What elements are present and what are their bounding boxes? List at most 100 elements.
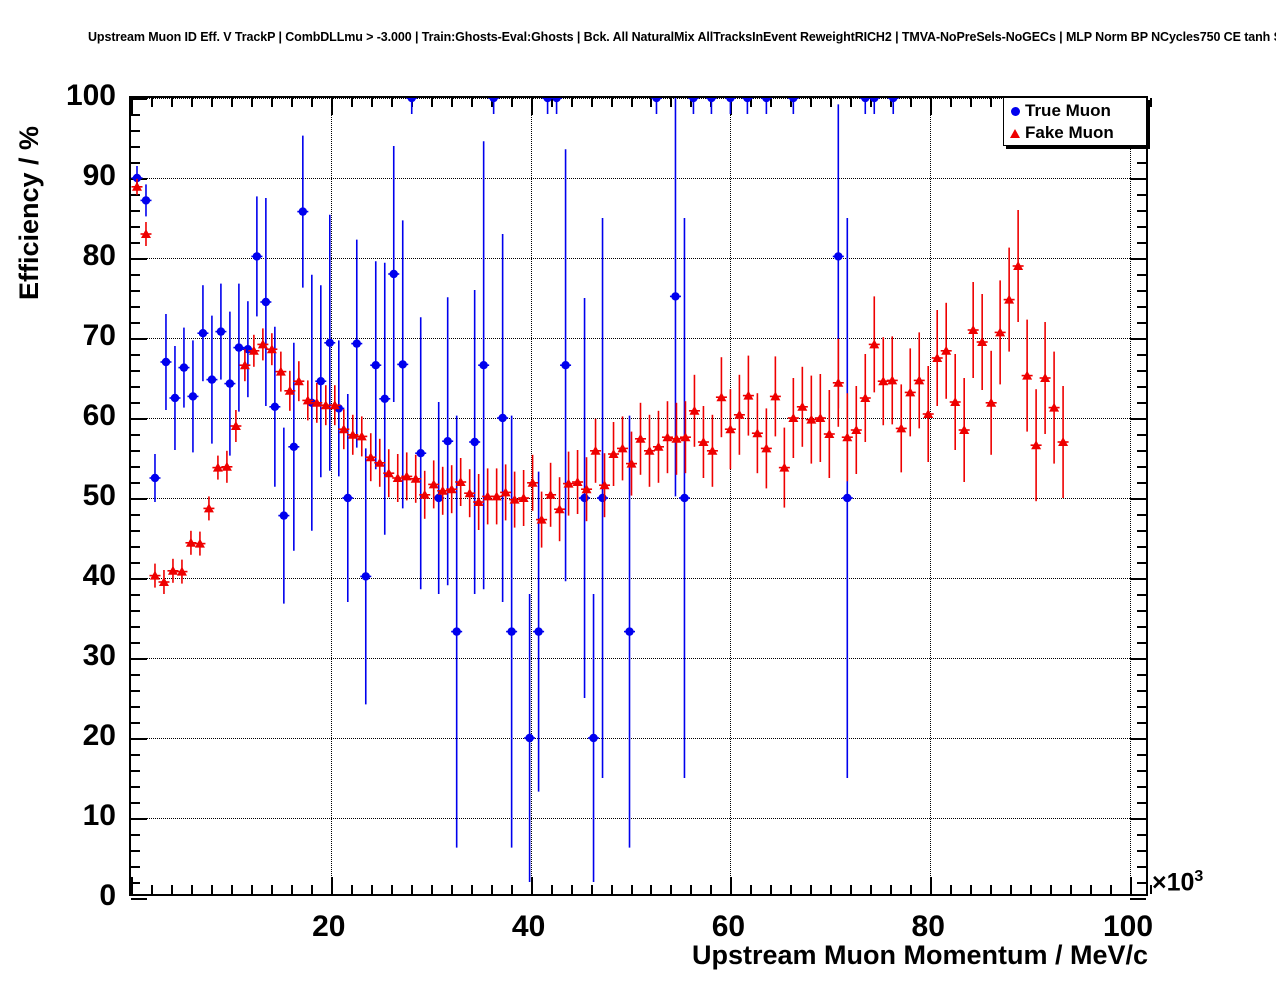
y-tick-minor-right [1137, 562, 1146, 564]
gridline-horizontal [131, 498, 1146, 499]
x-tick-minor-top [630, 98, 633, 107]
data-point-triangle [311, 397, 322, 407]
data-point-triangle [878, 376, 889, 386]
y-tick-minor-right [1137, 770, 1146, 772]
data-point-circle [216, 327, 226, 336]
data-point-triangle [860, 393, 871, 402]
data-point-circle [561, 361, 570, 370]
data-point-triangle [437, 485, 448, 495]
x-tick-minor [570, 885, 573, 894]
data-point-triangle [905, 387, 916, 397]
x-tick-minor [970, 885, 973, 894]
data-point-triangle [527, 477, 538, 487]
y-tick-major [131, 338, 147, 340]
data-point-circle [261, 297, 271, 307]
x-tick-minor [230, 885, 233, 894]
data-point-circle [680, 493, 689, 503]
y-tick-label: 50 [82, 479, 116, 512]
data-point-triangle [644, 445, 655, 455]
x-tick-minor-top [610, 98, 613, 107]
data-point-circle [161, 357, 171, 367]
x-tick-minor [250, 885, 253, 894]
x-tick-minor [450, 885, 453, 894]
legend-item-true-muon[interactable]: True Muon [1008, 100, 1146, 122]
data-point-triangle [923, 409, 934, 418]
y-tick-minor [131, 386, 140, 388]
legend: True Muon Fake Muon [1003, 97, 1147, 146]
data-point-triangle [977, 337, 988, 346]
data-point-triangle [347, 429, 358, 439]
gridline-vertical [330, 98, 332, 894]
y-tick-major [131, 98, 147, 100]
data-layer [131, 98, 1146, 894]
data-point-triangle [131, 181, 142, 191]
data-point-triangle [842, 432, 853, 442]
data-point-triangle [257, 339, 268, 349]
data-point-circle [407, 98, 416, 103]
data-point-triangle [167, 565, 178, 575]
data-point-circle [252, 252, 262, 261]
data-point-triangle [986, 397, 997, 407]
y-tick-minor [131, 882, 140, 884]
data-point-triangle [572, 477, 583, 486]
x-tick-minor [870, 885, 873, 894]
y-tick-major-right [1130, 898, 1146, 900]
triangle-marker-icon [1008, 128, 1022, 138]
x-tick-minor-top [770, 98, 773, 107]
y-tick-minor [131, 770, 140, 772]
legend-label-true-muon: True Muon [1025, 101, 1111, 120]
data-point-circle [207, 375, 217, 384]
x-tick-minor-top [470, 98, 473, 107]
x-tick-minor-top [790, 98, 793, 107]
y-tick-label: 40 [82, 559, 116, 592]
y-tick-minor-right [1137, 274, 1146, 276]
y-tick-major [131, 898, 147, 900]
x-tick-major [530, 877, 533, 894]
x-tick-minor-top [670, 98, 673, 107]
data-point-circle [789, 98, 798, 103]
y-tick-minor [131, 546, 140, 548]
y-tick-minor-right [1137, 210, 1146, 212]
x-tick-minor-top [290, 98, 293, 107]
data-point-triangle [743, 390, 754, 400]
y-tick-minor [131, 562, 140, 564]
x-tick-major-top [930, 98, 933, 115]
x-tick-major [131, 877, 133, 894]
y-tick-minor [131, 402, 140, 404]
y-axis-title: Efficiency / % [14, 125, 44, 300]
legend-item-fake-muon[interactable]: Fake Muon [1008, 122, 1146, 144]
x-tick-minor-top [170, 98, 173, 107]
data-point-triangle [707, 445, 718, 455]
x-tick-minor [950, 885, 953, 894]
y-tick-minor [131, 226, 140, 228]
y-tick-minor [131, 722, 140, 724]
data-point-triangle [446, 484, 457, 494]
y-tick-minor-right [1137, 754, 1146, 756]
x-tick-minor [370, 885, 373, 894]
x-multiplier-exponent: 3 [1194, 868, 1204, 885]
x-tick-minor [1030, 885, 1033, 894]
data-point-triangle [392, 473, 403, 482]
x-tick-minor-top [430, 98, 433, 107]
x-tick-minor-top [350, 98, 353, 107]
x-tick-minor [430, 885, 433, 894]
gridline-horizontal [131, 818, 1146, 819]
y-tick-minor [131, 802, 140, 804]
data-point-triangle [536, 514, 547, 524]
y-tick-minor-right [1137, 690, 1146, 692]
data-point-circle [380, 394, 389, 403]
x-tick-minor [890, 885, 893, 894]
data-point-triangle [716, 392, 727, 402]
data-point-triangle [230, 421, 241, 430]
data-point-circle [543, 98, 552, 103]
data-point-triangle [374, 457, 385, 467]
y-tick-major-right [1130, 738, 1146, 740]
y-tick-minor [131, 450, 140, 452]
y-tick-label: 70 [82, 319, 116, 352]
data-point-circle [416, 449, 425, 458]
x-multiplier-base: ×10 [1152, 868, 1195, 897]
y-tick-minor-right [1137, 306, 1146, 308]
y-tick-minor [131, 370, 140, 372]
y-tick-major-right [1130, 338, 1146, 340]
y-tick-minor-right [1137, 450, 1146, 452]
